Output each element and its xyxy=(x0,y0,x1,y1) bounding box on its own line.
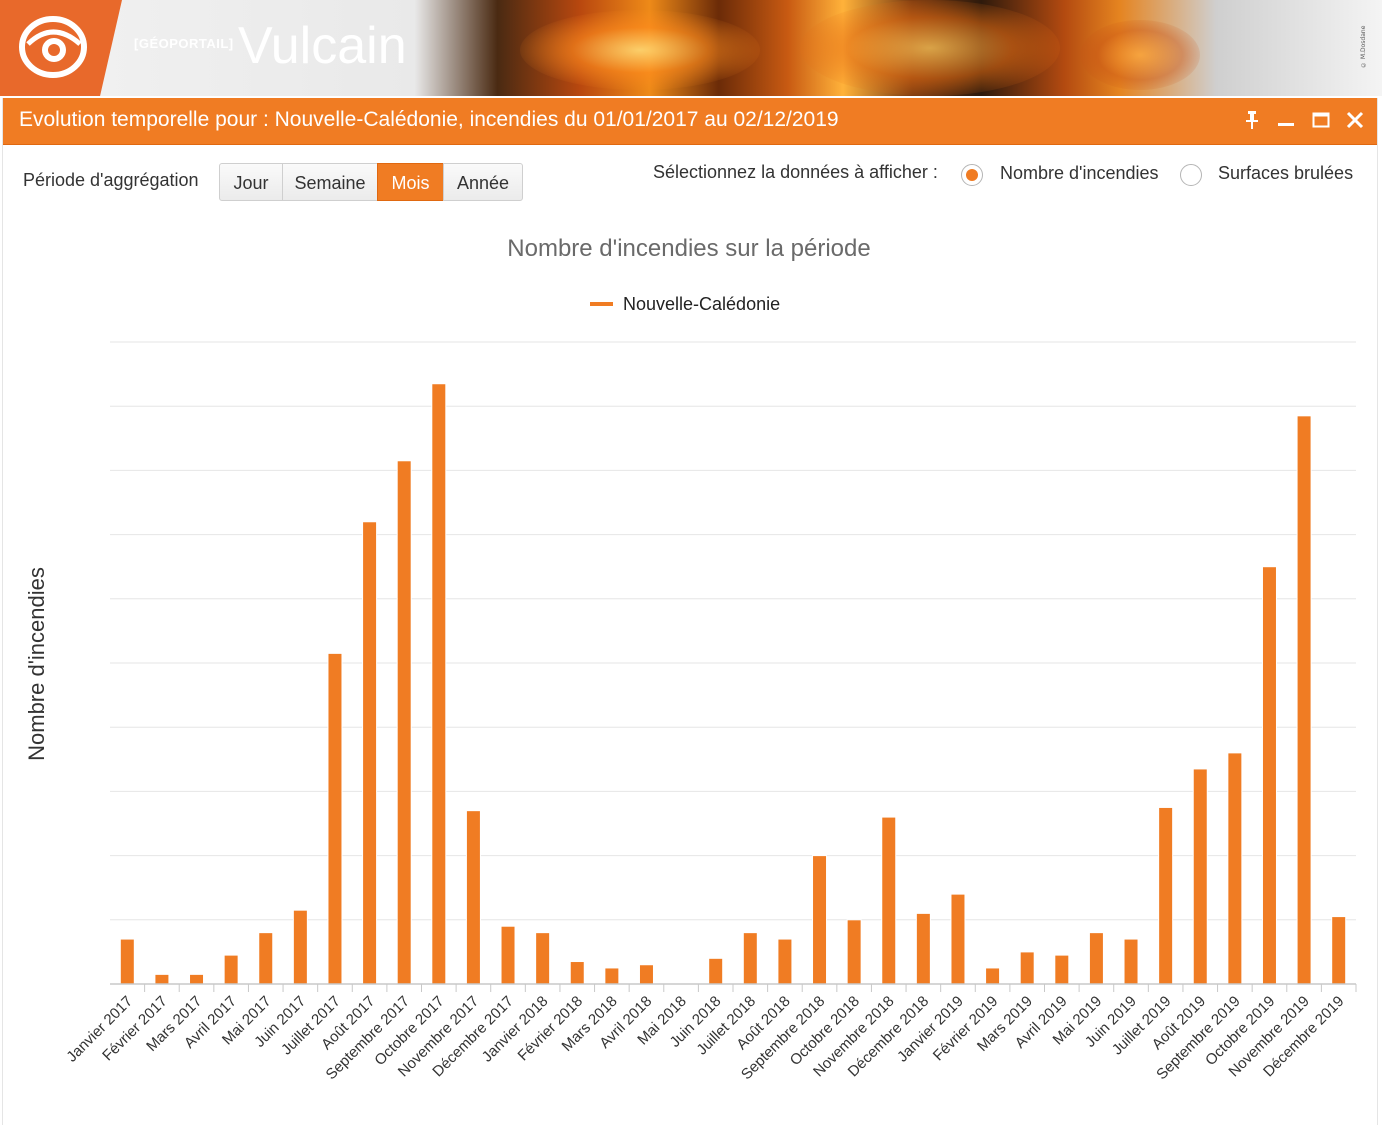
y-axis-label: Nombre d'incendies xyxy=(24,567,49,761)
radio-burned-area[interactable] xyxy=(1180,164,1202,186)
chart-bar[interactable] xyxy=(812,855,828,985)
maximize-icon xyxy=(1312,112,1330,128)
chart-bar[interactable] xyxy=(1088,932,1104,985)
chart-bar[interactable] xyxy=(1192,768,1208,985)
chart-bar[interactable] xyxy=(846,919,862,985)
pin-icon xyxy=(1246,111,1258,129)
period-day-button[interactable]: Jour xyxy=(219,163,283,201)
data-select-label: Sélectionnez la données à afficher : xyxy=(653,162,938,182)
chart-window: Evolution temporelle pour : Nouvelle-Cal… xyxy=(2,98,1378,1125)
period-month-button[interactable]: Mois xyxy=(377,163,444,201)
chart-bar[interactable] xyxy=(915,912,931,985)
chart-bar[interactable] xyxy=(189,973,205,985)
chart-bar[interactable] xyxy=(1123,938,1139,985)
minimize-button[interactable] xyxy=(1273,106,1299,134)
pin-button[interactable] xyxy=(1239,106,1265,134)
chart-bar[interactable] xyxy=(950,893,966,985)
banner-fire-image xyxy=(800,0,1060,96)
chart-bar[interactable] xyxy=(777,938,793,985)
radio-burned-area-label[interactable]: Surfaces brulées xyxy=(1218,163,1354,183)
chart-bar[interactable] xyxy=(258,932,274,985)
chart-bar[interactable] xyxy=(327,652,343,985)
brand-geoportail: [GÉOPORTAIL] xyxy=(134,36,234,51)
window-title: Evolution temporelle pour : Nouvelle-Cal… xyxy=(19,108,839,131)
chart-title: Nombre d'incendies sur la période xyxy=(507,235,870,262)
banner-fire-image xyxy=(1080,20,1200,90)
chart-bar[interactable] xyxy=(223,954,239,985)
period-week-button[interactable]: Semaine xyxy=(282,163,378,201)
chart-bar[interactable] xyxy=(292,909,308,985)
chart-bar[interactable] xyxy=(1331,916,1347,985)
app-banner: [GÉOPORTAIL] Vulcain © M.Dosdane xyxy=(0,0,1382,96)
close-icon xyxy=(1346,111,1364,129)
chart-bar[interactable] xyxy=(535,932,551,985)
brand: [GÉOPORTAIL] Vulcain xyxy=(124,0,424,96)
chart-bar[interactable] xyxy=(1227,752,1243,985)
bars-group xyxy=(119,383,1347,985)
app-logo[interactable] xyxy=(0,0,122,96)
chart-bar[interactable] xyxy=(742,932,758,985)
chart-bar[interactable] xyxy=(985,967,1001,985)
chart-bar[interactable] xyxy=(638,964,654,985)
chart-bar[interactable] xyxy=(1158,806,1174,985)
legend-item[interactable]: Nouvelle-Calédonie xyxy=(623,294,780,314)
chart-bar[interactable] xyxy=(362,521,378,985)
chart-bar[interactable] xyxy=(396,460,412,985)
period-year-button[interactable]: Année xyxy=(443,163,523,201)
chart-bar[interactable] xyxy=(604,967,620,985)
eye-logo-icon xyxy=(19,16,87,78)
chart-bar[interactable] xyxy=(1054,954,1070,985)
chart-bar[interactable] xyxy=(154,973,170,985)
banner-fire-image xyxy=(520,10,760,90)
radio-fire-count[interactable] xyxy=(961,164,983,186)
chart-bar[interactable] xyxy=(1019,951,1035,985)
minimize-icon xyxy=(1278,123,1294,126)
chart-bar[interactable] xyxy=(500,925,516,985)
aggregation-label: Période d'aggrégation xyxy=(23,170,199,190)
chart-bar[interactable] xyxy=(465,810,481,985)
chart-bar[interactable] xyxy=(881,816,897,985)
chart-bar[interactable] xyxy=(1296,415,1312,985)
window-titlebar[interactable]: Evolution temporelle pour : Nouvelle-Cal… xyxy=(3,98,1377,145)
maximize-button[interactable] xyxy=(1308,106,1334,134)
chart-bar[interactable] xyxy=(1261,566,1277,985)
chart-gridlines xyxy=(110,341,1356,921)
brand-vulcain: Vulcain xyxy=(238,17,407,75)
chart-bar[interactable] xyxy=(431,383,447,985)
close-button[interactable] xyxy=(1342,106,1368,134)
chart-bar[interactable] xyxy=(708,957,724,985)
chart-bar[interactable] xyxy=(119,938,135,985)
chart-bar[interactable] xyxy=(569,961,585,985)
radio-fire-count-label[interactable]: Nombre d'incendies xyxy=(1000,163,1159,183)
